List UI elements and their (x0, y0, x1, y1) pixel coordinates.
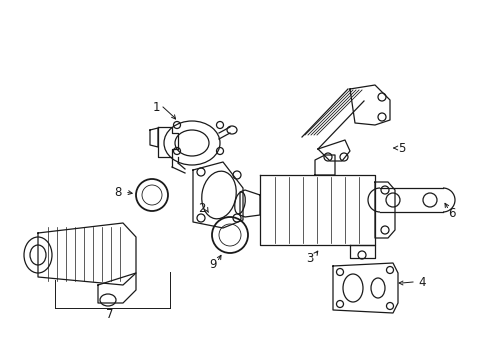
Text: 4: 4 (417, 275, 425, 288)
Text: 5: 5 (397, 141, 405, 154)
Text: 7: 7 (106, 309, 114, 321)
Text: 9: 9 (209, 258, 216, 271)
Text: 8: 8 (114, 185, 122, 198)
Text: 1: 1 (152, 100, 160, 113)
Text: 3: 3 (305, 252, 313, 265)
Text: 2: 2 (198, 202, 205, 215)
Text: 6: 6 (447, 207, 454, 220)
